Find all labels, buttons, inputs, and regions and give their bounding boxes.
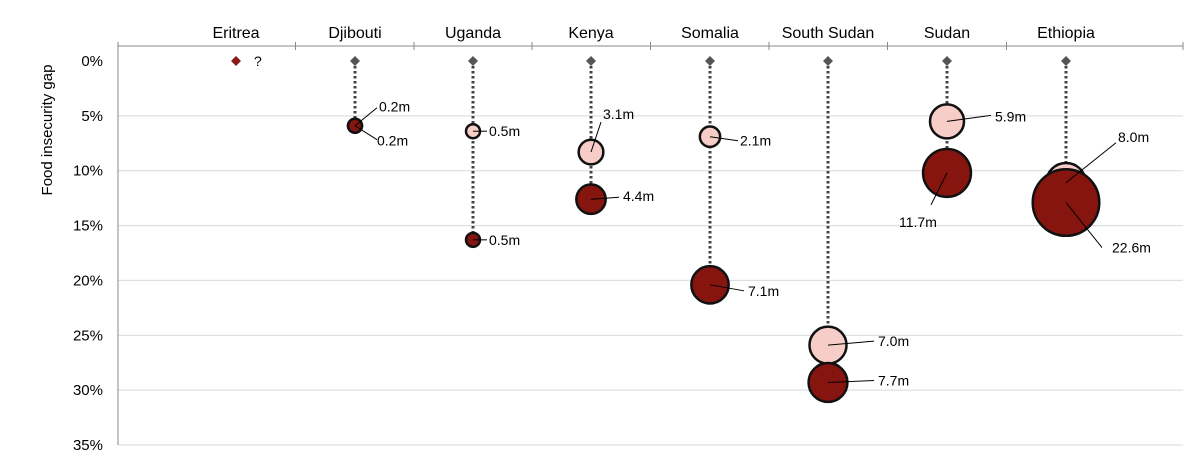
country-label: Kenya [568, 25, 613, 42]
bubble-value-label: 8.0m [1118, 129, 1149, 145]
gridlines [118, 115, 1183, 446]
country-label: Ethiopia [1037, 25, 1095, 42]
diamond-marker [231, 56, 241, 66]
labels: 0% 5% 10% 15% 20% 25% 30% 35% Eritrea? Djibouti 0.… [73, 25, 1151, 454]
diamond-marker [942, 56, 952, 66]
leader-line [827, 379, 875, 383]
leader-line [590, 196, 620, 200]
y-tick-label: 0% [81, 53, 103, 70]
bubble-value-label: 11.7m [899, 214, 937, 230]
bubble-value-label: 5.9m [995, 108, 1026, 124]
bubble-value-label: 0.2m [379, 99, 410, 115]
leader-line [354, 107, 378, 127]
bubble-light [928, 103, 966, 140]
leader-line [590, 121, 602, 153]
bubble-value-label: 4.4m [623, 188, 654, 204]
leader-line [354, 125, 378, 141]
y-axis-label: Food insecurity gap [39, 65, 56, 196]
country-label: Djibouti [328, 25, 381, 42]
country-label: Eritrea [212, 25, 259, 42]
unknown-label: ? [254, 53, 262, 69]
leader-line [930, 172, 948, 206]
y-tick-label: 35% [73, 437, 103, 454]
bubble-dark [575, 183, 607, 216]
dotted-connectors [353, 66, 1068, 383]
country-label: Somalia [681, 25, 739, 42]
country-label: South Sudan [782, 25, 875, 42]
y-tick-label: 10% [73, 163, 103, 180]
diamond-marker [823, 56, 833, 66]
bubble-value-label: 0.2m [377, 133, 408, 149]
bubble-value-label: 22.6m [1112, 240, 1151, 256]
diamond-marker [350, 56, 360, 66]
axes [117, 42, 1184, 445]
y-tick-label: 25% [73, 327, 103, 344]
diamond-marker [1061, 56, 1071, 66]
diamond-marker [586, 56, 596, 66]
country-label: Uganda [445, 25, 501, 42]
y-tick-label: 30% [73, 382, 103, 399]
leader-line [709, 284, 745, 292]
leader-line [827, 340, 875, 346]
leader-line [1065, 202, 1103, 248]
leader-line [709, 136, 739, 142]
country-label: Sudan [924, 25, 970, 42]
bubble-value-label: 7.7m [878, 372, 909, 388]
y-tick-label: 5% [81, 108, 103, 125]
leader-line [1065, 142, 1117, 184]
y-tick-label: 20% [73, 272, 103, 289]
diamond-marker [468, 56, 478, 66]
bubble-value-label: 7.1m [748, 283, 779, 299]
bubble-value-label: 3.1m [603, 106, 634, 122]
y-tick-label: 15% [73, 218, 103, 235]
bubble-value-label: 2.1m [740, 133, 771, 149]
bubble-light [577, 138, 605, 166]
bubble-value-label: 7.0m [878, 333, 909, 349]
leader-line [946, 114, 992, 122]
bubbles [231, 56, 1101, 404]
bubble-value-label: 0.5m [489, 232, 520, 248]
bubble-value-label: 0.5m [489, 123, 520, 139]
diamond-marker [705, 56, 715, 66]
